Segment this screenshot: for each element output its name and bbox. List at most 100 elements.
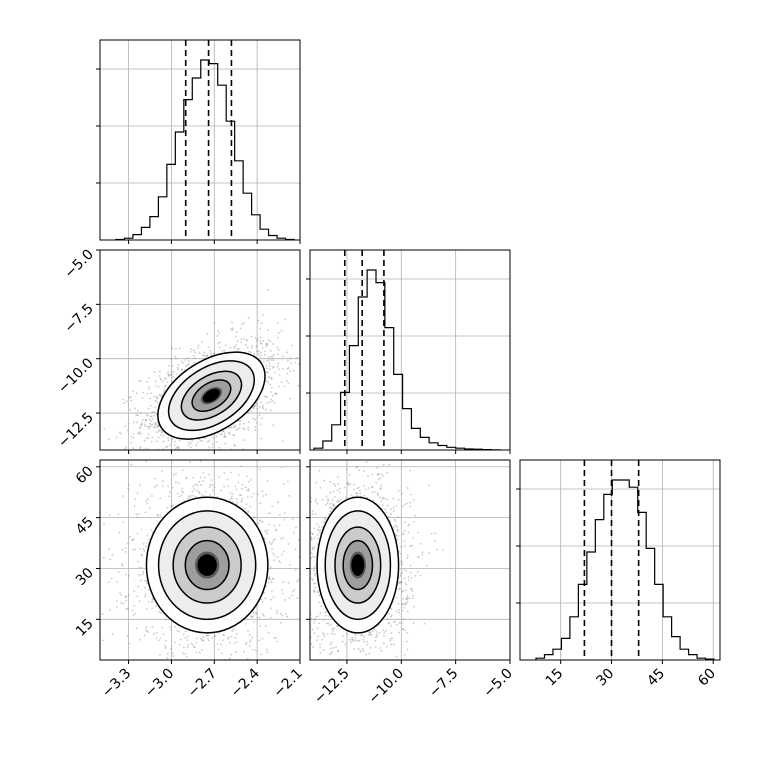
sample-point [274, 392, 277, 395]
sample-point [311, 533, 314, 536]
scatter-panel-frame [99, 249, 301, 451]
sample-point [211, 446, 214, 449]
sample-point [307, 524, 309, 526]
sample-point [265, 367, 268, 370]
sample-point [151, 411, 154, 413]
sample-point [234, 335, 237, 338]
sample-point [405, 583, 408, 586]
sample-point [248, 644, 251, 647]
sample-point [195, 483, 198, 486]
sample-point [276, 346, 279, 349]
x-tick-label: −2.7 [185, 666, 220, 701]
sample-point [354, 686, 356, 688]
sample-point [232, 327, 234, 330]
sample-point [259, 327, 262, 330]
sample-point [157, 436, 160, 439]
sample-point [318, 525, 320, 528]
sample-point [231, 630, 234, 632]
sample-point [270, 376, 273, 379]
sample-point [284, 318, 287, 321]
sample-point [348, 474, 351, 476]
sample-point [147, 631, 150, 633]
sample-point [267, 512, 270, 515]
sample-point [223, 472, 226, 474]
sample-point [384, 508, 387, 511]
sample-point [376, 672, 378, 674]
sample-point [159, 653, 161, 656]
sample-point [124, 596, 127, 599]
sample-point [377, 474, 379, 476]
sample-point [250, 616, 253, 619]
sample-point [403, 569, 405, 572]
hist-panel-bg [100, 40, 300, 240]
y-tick-label: 15 [73, 616, 97, 640]
sample-point [193, 484, 196, 486]
sample-point [411, 597, 414, 600]
sample-point [255, 346, 258, 349]
sample-point [199, 476, 202, 479]
sample-point [275, 612, 278, 615]
sample-point [232, 628, 235, 631]
sample-point [155, 605, 158, 608]
sample-point [319, 612, 322, 614]
sample-point [160, 470, 163, 473]
sample-point [169, 491, 171, 494]
sample-point [280, 381, 283, 384]
sample-point [200, 484, 202, 486]
sample-point [316, 523, 319, 525]
sample-point [390, 614, 393, 617]
sample-point [201, 439, 204, 442]
sample-point [235, 498, 238, 500]
sample-point [387, 515, 390, 518]
sample-point [278, 524, 281, 527]
sample-point [125, 595, 128, 598]
sample-point [82, 544, 84, 546]
sample-point [128, 642, 131, 645]
sample-point [196, 489, 199, 492]
sample-point [208, 439, 211, 442]
sample-point [146, 392, 149, 395]
sample-point [161, 380, 164, 383]
sample-point [120, 432, 123, 435]
sample-point [410, 493, 413, 496]
sample-point [142, 570, 145, 573]
sample-point [235, 632, 238, 635]
sample-point [354, 634, 357, 637]
sample-point [200, 340, 203, 343]
sample-point [417, 556, 420, 559]
sample-point [148, 418, 151, 421]
sample-point [125, 599, 128, 602]
sample-point [139, 427, 142, 430]
sample-point [332, 505, 335, 507]
sample-point [266, 529, 269, 531]
sample-point [236, 501, 239, 504]
sample-point [161, 431, 164, 434]
sample-point [159, 497, 162, 500]
sample-point [156, 397, 159, 399]
sample-point [127, 594, 130, 597]
sample-point [217, 329, 219, 332]
sample-point [135, 627, 138, 630]
sample-point [348, 484, 350, 486]
sample-point [376, 494, 379, 496]
sample-point [144, 419, 147, 421]
sample-point [252, 407, 255, 410]
sample-point [223, 432, 226, 435]
sample-point [222, 430, 225, 433]
sample-point [254, 612, 257, 615]
sample-point [204, 437, 206, 440]
sample-point [308, 535, 310, 537]
sample-point [275, 393, 278, 395]
sample-point [310, 642, 313, 645]
sample-point [271, 577, 274, 580]
sample-point [377, 478, 380, 481]
sample-point [268, 577, 271, 580]
sample-point [277, 336, 279, 339]
sample-point [258, 405, 261, 408]
sample-point [407, 531, 410, 534]
sample-point [222, 634, 225, 637]
sample-point [421, 553, 424, 556]
sample-point [316, 590, 319, 593]
sample-point [144, 511, 147, 514]
x-tick-label: −10.0 [365, 666, 407, 708]
